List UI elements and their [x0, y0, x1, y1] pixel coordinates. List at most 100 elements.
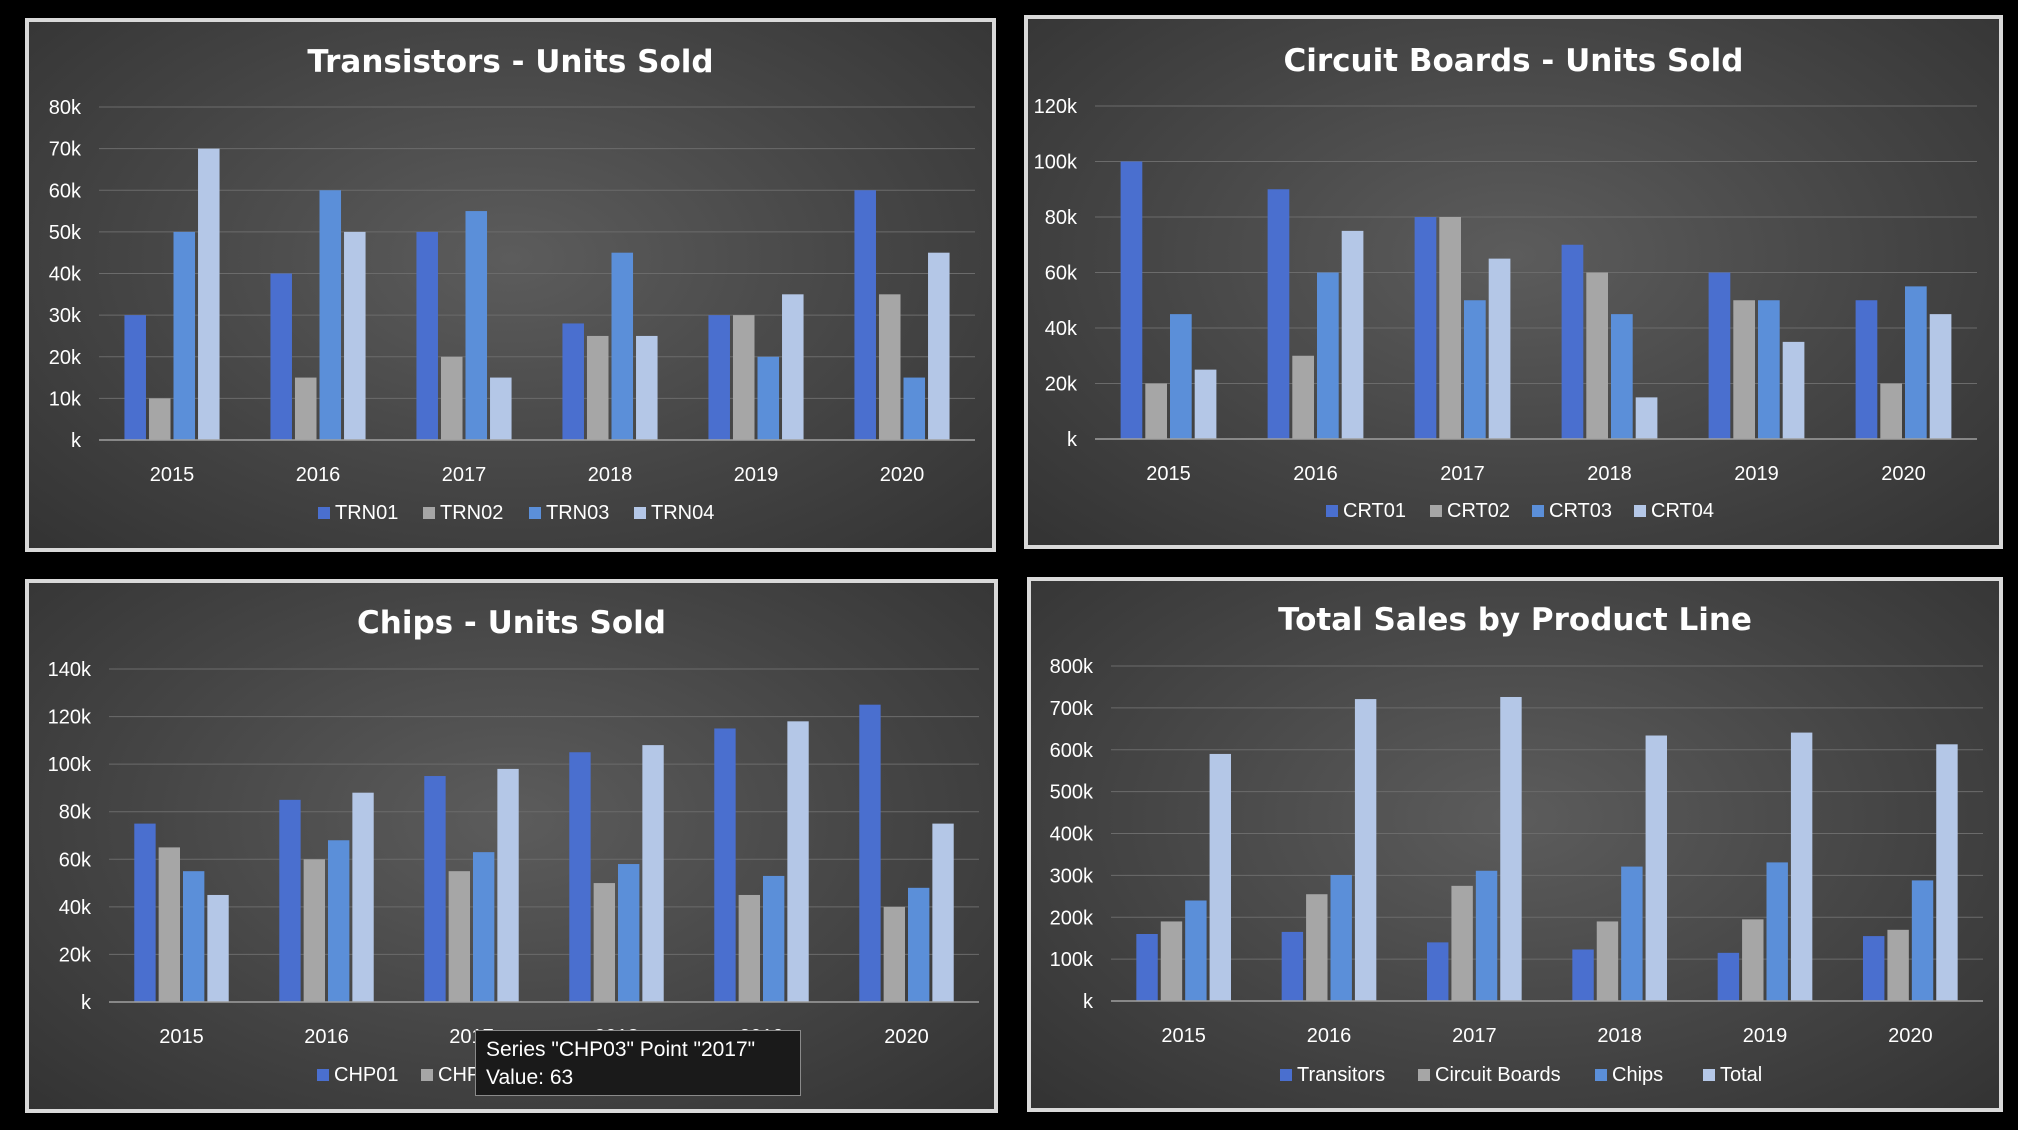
bar-trn02[interactable]: [732, 315, 755, 440]
bar-circuit-boards[interactable]: [1451, 885, 1473, 1001]
bar-transitors[interactable]: [1136, 934, 1158, 1001]
bar-crt03[interactable]: [1317, 272, 1339, 440]
bar-crt02[interactable]: [1439, 217, 1461, 439]
bar-chp03[interactable]: [618, 864, 640, 1002]
bar-crt04[interactable]: [1635, 397, 1658, 439]
bar-chips[interactable]: [1330, 874, 1352, 1001]
bar-chp02[interactable]: [738, 894, 760, 1002]
bar-chp02[interactable]: [883, 906, 905, 1002]
bar-crt02[interactable]: [1145, 383, 1167, 440]
bar-total[interactable]: [1500, 696, 1522, 1001]
bar-trn02[interactable]: [586, 335, 609, 440]
bar-trn01[interactable]: [416, 231, 438, 440]
bar-chp03[interactable]: [763, 875, 785, 1002]
bar-trn02[interactable]: [440, 356, 463, 440]
bar-chp01[interactable]: [424, 776, 446, 1002]
bar-chp03[interactable]: [183, 871, 205, 1002]
chart-panel-transistors[interactable]: Transistors - Units Sold k 10k 20k 30k 40k 50k…: [25, 18, 996, 552]
bar-total[interactable]: [1645, 735, 1667, 1001]
bar-trn03[interactable]: [173, 231, 196, 440]
bar-trn03[interactable]: [903, 377, 926, 440]
bar-trn04[interactable]: [490, 377, 512, 440]
bar-trn02[interactable]: [148, 398, 171, 440]
bar-trn03[interactable]: [465, 211, 488, 440]
bar-circuit-boards[interactable]: [1160, 921, 1183, 1001]
bar-chp01[interactable]: [714, 728, 736, 1002]
bar-chp01[interactable]: [569, 752, 591, 1002]
bar-trn04[interactable]: [928, 252, 950, 440]
bar-chp02[interactable]: [593, 883, 615, 1002]
bar-chp04[interactable]: [642, 745, 664, 1002]
bar-crt02[interactable]: [1880, 383, 1902, 440]
bar-total[interactable]: [1209, 753, 1231, 1001]
bar-circuit-boards[interactable]: [1306, 894, 1328, 1001]
bar-crt01[interactable]: [1855, 300, 1878, 439]
bar-crt03[interactable]: [1758, 300, 1780, 439]
bar-chp03[interactable]: [908, 887, 930, 1002]
bar-chips[interactable]: [1475, 870, 1498, 1001]
bar-chips[interactable]: [1766, 862, 1788, 1001]
bar-chp04[interactable]: [352, 792, 374, 1002]
bar-crt03[interactable]: [1170, 314, 1192, 439]
bar-trn04[interactable]: [636, 335, 658, 440]
bar-crt01[interactable]: [1561, 244, 1584, 439]
bar-chp01[interactable]: [859, 704, 881, 1002]
bar-chp04[interactable]: [497, 768, 519, 1002]
bar-chips[interactable]: [1621, 866, 1643, 1001]
bar-crt02[interactable]: [1733, 300, 1755, 439]
bar-total[interactable]: [1936, 744, 1958, 1001]
chart-panel-chips[interactable]: Chips - Units Sold k 20k 40k 60k 80k 100k 120k 1…: [25, 579, 998, 1113]
bar-chp01[interactable]: [279, 799, 301, 1002]
bar-crt02[interactable]: [1586, 272, 1608, 440]
bar-crt02[interactable]: [1292, 355, 1314, 439]
bar-crt03[interactable]: [1905, 286, 1927, 439]
bar-crt04[interactable]: [1782, 341, 1805, 439]
bar-crt01[interactable]: [1267, 189, 1290, 439]
bar-chp03[interactable]: [473, 852, 495, 1002]
bar-chips[interactable]: [1185, 900, 1207, 1002]
bar-trn02[interactable]: [294, 377, 317, 440]
bar-trn03[interactable]: [611, 252, 634, 440]
bar-crt04[interactable]: [1194, 369, 1217, 439]
bar-trn04[interactable]: [344, 231, 366, 440]
bar-trn01[interactable]: [708, 315, 730, 440]
bar-trn04[interactable]: [782, 294, 804, 440]
bar-crt04[interactable]: [1341, 230, 1364, 439]
bar-trn03[interactable]: [319, 190, 342, 440]
bar-trn01[interactable]: [270, 273, 292, 441]
bar-crt01[interactable]: [1120, 161, 1143, 440]
bar-circuit-boards[interactable]: [1596, 921, 1619, 1001]
bar-transitors[interactable]: [1281, 931, 1304, 1001]
chart-panel-circuit-boards[interactable]: Circuit Boards - Units Sold k 20k 40k 60k 80k…: [1024, 15, 2003, 549]
bar-trn04[interactable]: [198, 148, 220, 440]
bar-crt01[interactable]: [1414, 217, 1437, 439]
bar-chp02[interactable]: [448, 871, 470, 1002]
bar-chp03[interactable]: [328, 840, 350, 1002]
bar-transitors[interactable]: [1717, 952, 1740, 1001]
bar-chp02[interactable]: [303, 859, 325, 1002]
bar-chp02[interactable]: [158, 847, 180, 1002]
bar-crt01[interactable]: [1708, 272, 1731, 440]
bar-total[interactable]: [1354, 699, 1377, 1001]
bar-trn01[interactable]: [854, 190, 876, 440]
bar-chp01[interactable]: [134, 823, 156, 1002]
bar-trn01[interactable]: [124, 315, 146, 440]
bar-circuit-boards[interactable]: [1742, 919, 1764, 1001]
bar-trn02[interactable]: [878, 294, 901, 440]
bar-chp04[interactable]: [932, 823, 954, 1002]
bar-transitors[interactable]: [1572, 949, 1594, 1001]
chart-panel-total-sales[interactable]: Total Sales by Product Line k 100k 200k 300k…: [1027, 577, 2003, 1112]
bar-transitors[interactable]: [1863, 936, 1885, 1001]
bar-chips[interactable]: [1911, 880, 1934, 1001]
bar-crt03[interactable]: [1464, 300, 1486, 439]
bar-total[interactable]: [1790, 732, 1813, 1001]
bar-circuit-boards[interactable]: [1887, 929, 1909, 1001]
bar-crt03[interactable]: [1611, 314, 1633, 439]
bar-trn01[interactable]: [562, 323, 584, 440]
bar-trn03[interactable]: [757, 356, 780, 440]
bar-crt04[interactable]: [1929, 314, 1952, 439]
bar-transitors[interactable]: [1427, 942, 1449, 1001]
bar-chp04[interactable]: [787, 721, 809, 1002]
bar-chp04[interactable]: [207, 894, 229, 1002]
bar-crt04[interactable]: [1488, 258, 1511, 439]
